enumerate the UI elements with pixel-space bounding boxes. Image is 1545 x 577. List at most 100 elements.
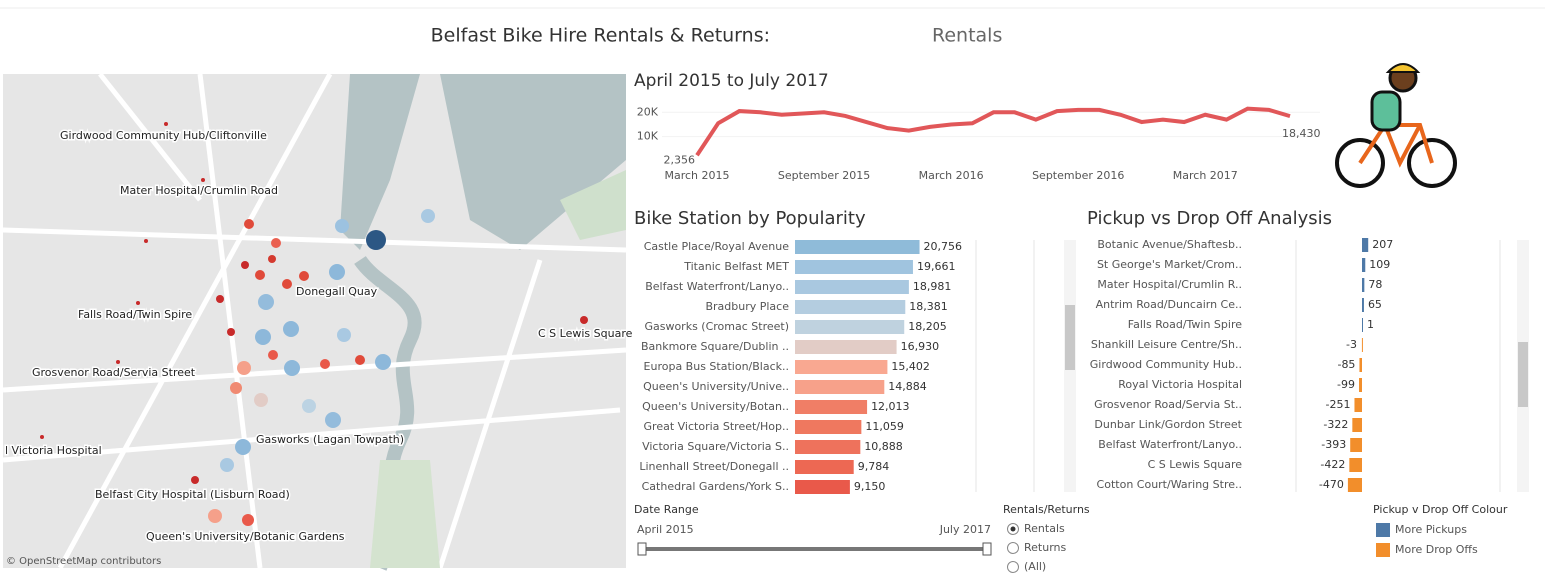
- map-attribution: © OpenStreetMap contributors: [6, 556, 161, 567]
- date-range-filter[interactable]: Date Range April 2015 July 2017: [634, 503, 992, 556]
- lough: [440, 74, 626, 250]
- bar: [795, 480, 850, 494]
- data-label: 14,884: [888, 380, 927, 393]
- radio-button[interactable]: [1007, 561, 1019, 573]
- category-label: Bradbury Place: [705, 300, 789, 313]
- category-label: St George's Market/Crom..: [1097, 258, 1242, 271]
- bar: [1362, 278, 1365, 292]
- legend-swatch: [1376, 523, 1390, 537]
- station-label: Queen's University/Botanic Gardens: [146, 530, 345, 543]
- bar: [1352, 418, 1362, 432]
- radio-button[interactable]: [1007, 542, 1019, 554]
- station-label: Grosvenor Road/Servia Street: [32, 366, 196, 379]
- radio-selected: [1010, 526, 1016, 532]
- dashboard-title: Belfast Bike Hire Rentals & Returns:: [431, 25, 770, 47]
- slider-handle[interactable]: [637, 542, 647, 556]
- data-label: 207: [1372, 238, 1393, 251]
- legend-label: More Drop Offs: [1395, 543, 1478, 556]
- station-label: Gasworks (Lagan Towpath): [256, 433, 404, 446]
- diverging-chart-title: Pickup vs Drop Off Analysis: [1087, 208, 1332, 229]
- bar: [795, 380, 885, 394]
- category-label: Bankmore Square/Dublin ..: [641, 340, 789, 353]
- legend-label: More Pickups: [1395, 523, 1467, 536]
- scrollbars[interactable]: [975, 240, 1529, 492]
- bar: [1362, 318, 1363, 332]
- x-tick-label: March 2017: [1173, 169, 1238, 182]
- data-label: -422: [1320, 458, 1345, 471]
- data-label: 78: [1368, 278, 1382, 291]
- category-label: Castle Place/Royal Avenue: [644, 240, 790, 253]
- category-label: Great Victoria Street/Hop..: [644, 420, 789, 433]
- category-label: Belfast Waterfront/Lanyo..: [645, 280, 789, 293]
- bike-icon: [1335, 63, 1457, 188]
- bar: [1350, 438, 1362, 452]
- category-label: Queen's University/Botan..: [642, 400, 789, 413]
- data-label: 1: [1367, 318, 1374, 331]
- line-chart-title: April 2015 to July 2017: [634, 71, 829, 91]
- bar: [1362, 298, 1364, 312]
- bar: [795, 340, 897, 354]
- station-label: Girdwood Community Hub/Cliftonville: [60, 129, 267, 142]
- station-label: Mater Hospital/Crumlin Road: [120, 184, 278, 197]
- category-label: Mater Hospital/Crumlin R..: [1097, 278, 1242, 291]
- data-label: 9,784: [858, 460, 890, 473]
- bar: [1359, 378, 1362, 392]
- category-label: Linenhall Street/Donegall ..: [639, 460, 789, 473]
- data-label: -251: [1326, 398, 1351, 411]
- bar: [795, 320, 905, 334]
- bar: [1349, 458, 1362, 472]
- station-label: Belfast City Hospital (Lisburn Road): [95, 488, 290, 501]
- data-label: 18,430: [1282, 127, 1321, 140]
- bar: [795, 360, 888, 374]
- station-label: Donegall Quay: [296, 285, 378, 298]
- bar: [1347, 478, 1362, 492]
- bar-chart-title: Bike Station by Popularity: [634, 208, 866, 229]
- legend-swatch: [1376, 543, 1390, 557]
- data-label: 18,981: [913, 280, 952, 293]
- filter-label: Rentals/Returns: [1003, 503, 1090, 516]
- data-label: 16,930: [901, 340, 940, 353]
- category-label: Antrim Road/Duncairn Ce..: [1096, 298, 1242, 311]
- radio-label: (All): [1024, 560, 1046, 573]
- y-tick-label: 10K: [637, 130, 659, 143]
- data-label: 15,402: [891, 360, 930, 373]
- bar: [795, 300, 906, 314]
- x-tick-label: September 2015: [778, 169, 870, 182]
- station-label: Falls Road/Twin Spire: [78, 308, 192, 321]
- harbour: [340, 74, 420, 250]
- data-label: 18,381: [909, 300, 948, 313]
- range-start: April 2015: [637, 523, 694, 536]
- range-end: July 2017: [939, 523, 991, 536]
- x-tick-label: September 2016: [1032, 169, 1124, 182]
- bar: [795, 260, 913, 274]
- x-tick-label: March 2015: [664, 169, 729, 182]
- rentals-returns-filter[interactable]: Rentals/Returns Rentals Returns (All): [1003, 503, 1090, 573]
- data-label: -85: [1337, 358, 1355, 371]
- map[interactable]: Girdwood Community Hub/Cliftonville Mater…: [2, 72, 634, 571]
- bar: [1361, 338, 1363, 352]
- dashboard-selection: Rentals: [932, 25, 1002, 47]
- data-label: 19,661: [917, 260, 956, 273]
- category-label: Grosvenor Road/Servia St..: [1094, 398, 1242, 411]
- station-label: C S Lewis Square: [538, 327, 633, 340]
- bar: [795, 240, 920, 254]
- data-label: 109: [1369, 258, 1390, 271]
- data-label: 12,013: [871, 400, 910, 413]
- category-label: Cotton Court/Waring Stre..: [1097, 478, 1242, 491]
- radio-label: Rentals: [1024, 522, 1065, 535]
- category-label: Titanic Belfast MET: [683, 260, 789, 273]
- bar: [795, 460, 854, 474]
- data-label: 11,059: [865, 420, 904, 433]
- data-label: -322: [1323, 418, 1348, 431]
- slider-handle[interactable]: [982, 542, 992, 556]
- legend: Pickup v Drop Off Colour More Pickups Mor…: [1373, 503, 1508, 557]
- trend-line: [695, 106, 1291, 157]
- category-label: Cathedral Gardens/York S..: [642, 480, 789, 493]
- bar: [795, 280, 909, 294]
- radio-label: Returns: [1024, 541, 1067, 554]
- bar: [795, 420, 862, 434]
- legend-title: Pickup v Drop Off Colour: [1373, 503, 1508, 516]
- data-label: -3: [1346, 338, 1357, 351]
- category-label: Falls Road/Twin Spire: [1128, 318, 1242, 331]
- data-label: -99: [1337, 378, 1355, 391]
